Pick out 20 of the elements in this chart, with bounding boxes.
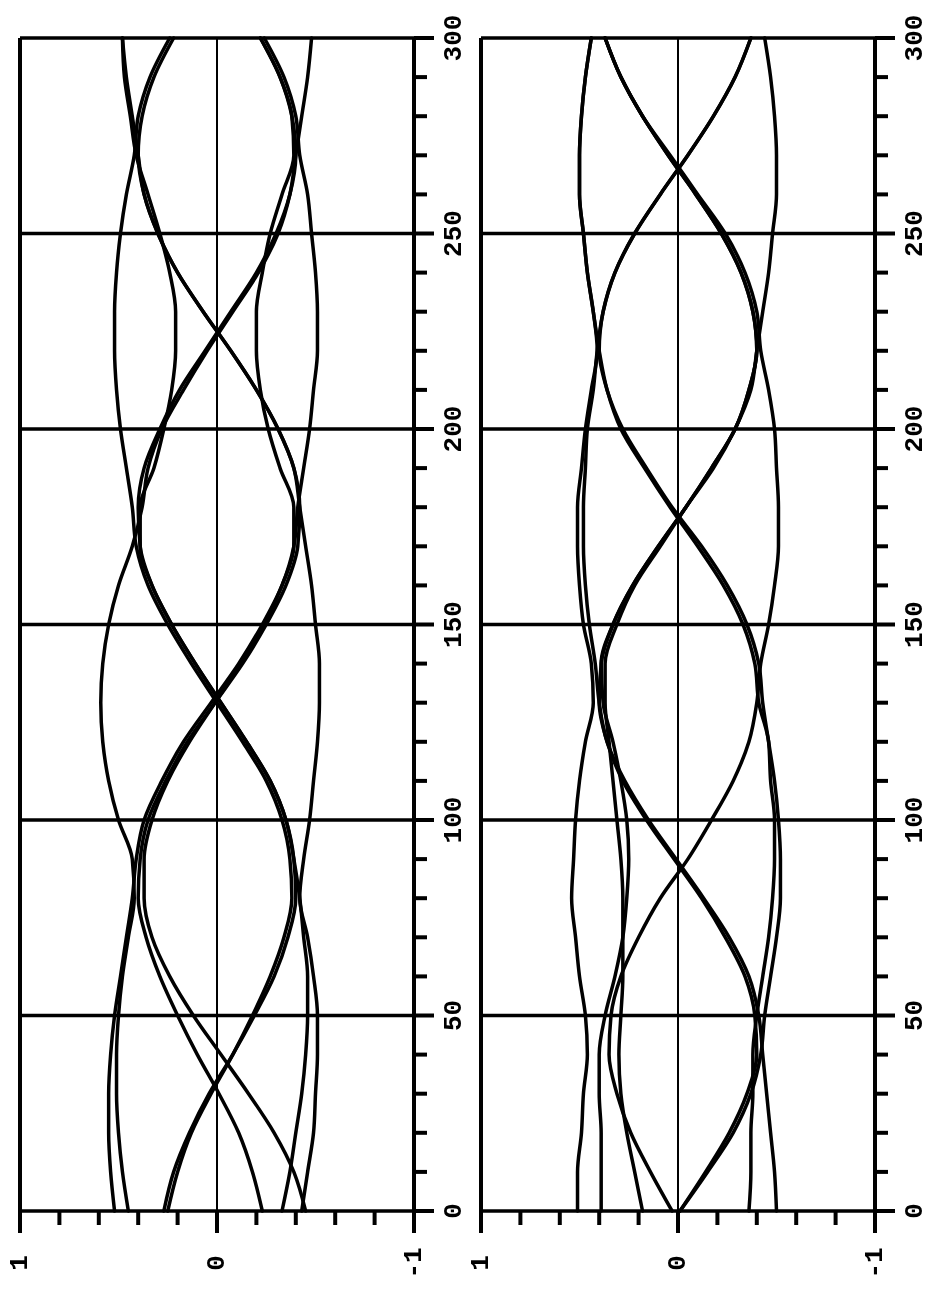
y-tick-label: 0: [439, 1203, 469, 1219]
y-tick-label: 300: [439, 14, 469, 62]
y-tick-label: 250: [439, 210, 469, 257]
x-tick-label: 0: [202, 1255, 232, 1271]
y-tick-label: 50: [900, 999, 930, 1032]
y-tick-label: 50: [439, 999, 469, 1032]
y-tick-label: 250: [900, 210, 930, 257]
y-tick-label: 0: [900, 1203, 930, 1219]
x-tick-label: 1: [466, 1255, 496, 1271]
y-tick-label: 200: [900, 405, 930, 453]
y-tick-label: 300: [900, 14, 930, 62]
x-tick-label: -1: [399, 1247, 429, 1279]
x-tick-label: 0: [663, 1255, 693, 1271]
x-tick-label: 1: [5, 1255, 35, 1271]
y-tick-label: 100: [900, 796, 930, 844]
x-tick-label: -1: [860, 1247, 890, 1279]
y-tick-label: 150: [439, 601, 469, 648]
y-tick-label: 200: [439, 405, 469, 453]
y-tick-label: 150: [900, 601, 930, 648]
y-tick-label: 100: [439, 796, 469, 844]
